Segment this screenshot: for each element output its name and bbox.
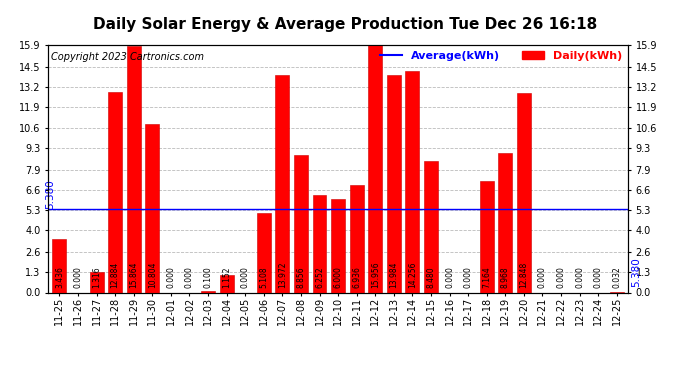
Bar: [406, 70, 420, 292]
Bar: [350, 184, 364, 292]
Text: 8.968: 8.968: [501, 266, 510, 288]
Text: 13.984: 13.984: [389, 261, 398, 288]
Text: 3.436: 3.436: [55, 266, 64, 288]
Legend: Average(kWh), Daily(kWh): Average(kWh), Daily(kWh): [375, 46, 627, 65]
Bar: [480, 181, 493, 292]
Bar: [387, 75, 401, 292]
Bar: [52, 239, 66, 292]
Text: 5.108: 5.108: [259, 266, 268, 288]
Bar: [331, 199, 345, 292]
Text: 0.000: 0.000: [241, 266, 250, 288]
Bar: [90, 272, 104, 292]
Text: 0.000: 0.000: [538, 266, 547, 288]
Text: 0.000: 0.000: [593, 266, 602, 288]
Text: 0.000: 0.000: [464, 266, 473, 288]
Bar: [127, 45, 141, 292]
Text: 0.000: 0.000: [185, 266, 194, 288]
Bar: [368, 44, 382, 292]
Text: 0.000: 0.000: [74, 266, 83, 288]
Text: 14.256: 14.256: [408, 261, 417, 288]
Text: 15.864: 15.864: [129, 261, 138, 288]
Text: 0.000: 0.000: [557, 266, 566, 288]
Bar: [313, 195, 326, 292]
Text: Copyright 2023 Cartronics.com: Copyright 2023 Cartronics.com: [51, 53, 204, 62]
Text: 0.032: 0.032: [612, 266, 621, 288]
Text: 0.100: 0.100: [204, 266, 213, 288]
Bar: [257, 213, 270, 292]
Text: 6.000: 6.000: [333, 266, 343, 288]
Bar: [498, 153, 512, 292]
Text: 13.972: 13.972: [278, 261, 287, 288]
Text: 1.316: 1.316: [92, 266, 101, 288]
Text: 7.164: 7.164: [482, 266, 491, 288]
Bar: [146, 124, 159, 292]
Text: 0.000: 0.000: [166, 266, 175, 288]
Text: 1.152: 1.152: [222, 266, 231, 288]
Bar: [108, 92, 122, 292]
Text: 6.252: 6.252: [315, 266, 324, 288]
Text: 15.956: 15.956: [371, 261, 380, 288]
Text: 0.000: 0.000: [575, 266, 584, 288]
Text: Daily Solar Energy & Average Production Tue Dec 26 16:18: Daily Solar Energy & Average Production …: [93, 17, 597, 32]
Bar: [517, 93, 531, 292]
Text: 5.380: 5.380: [631, 258, 641, 287]
Text: 12.848: 12.848: [520, 261, 529, 288]
Text: 5.380: 5.380: [45, 179, 55, 209]
Bar: [219, 274, 234, 292]
Text: 0.000: 0.000: [445, 266, 454, 288]
Bar: [275, 75, 289, 292]
Bar: [424, 160, 438, 292]
Text: 8.480: 8.480: [426, 266, 435, 288]
Text: 10.804: 10.804: [148, 261, 157, 288]
Text: 6.936: 6.936: [352, 266, 361, 288]
Bar: [201, 291, 215, 292]
Bar: [294, 154, 308, 292]
Text: 8.856: 8.856: [297, 266, 306, 288]
Text: 12.884: 12.884: [110, 261, 119, 288]
